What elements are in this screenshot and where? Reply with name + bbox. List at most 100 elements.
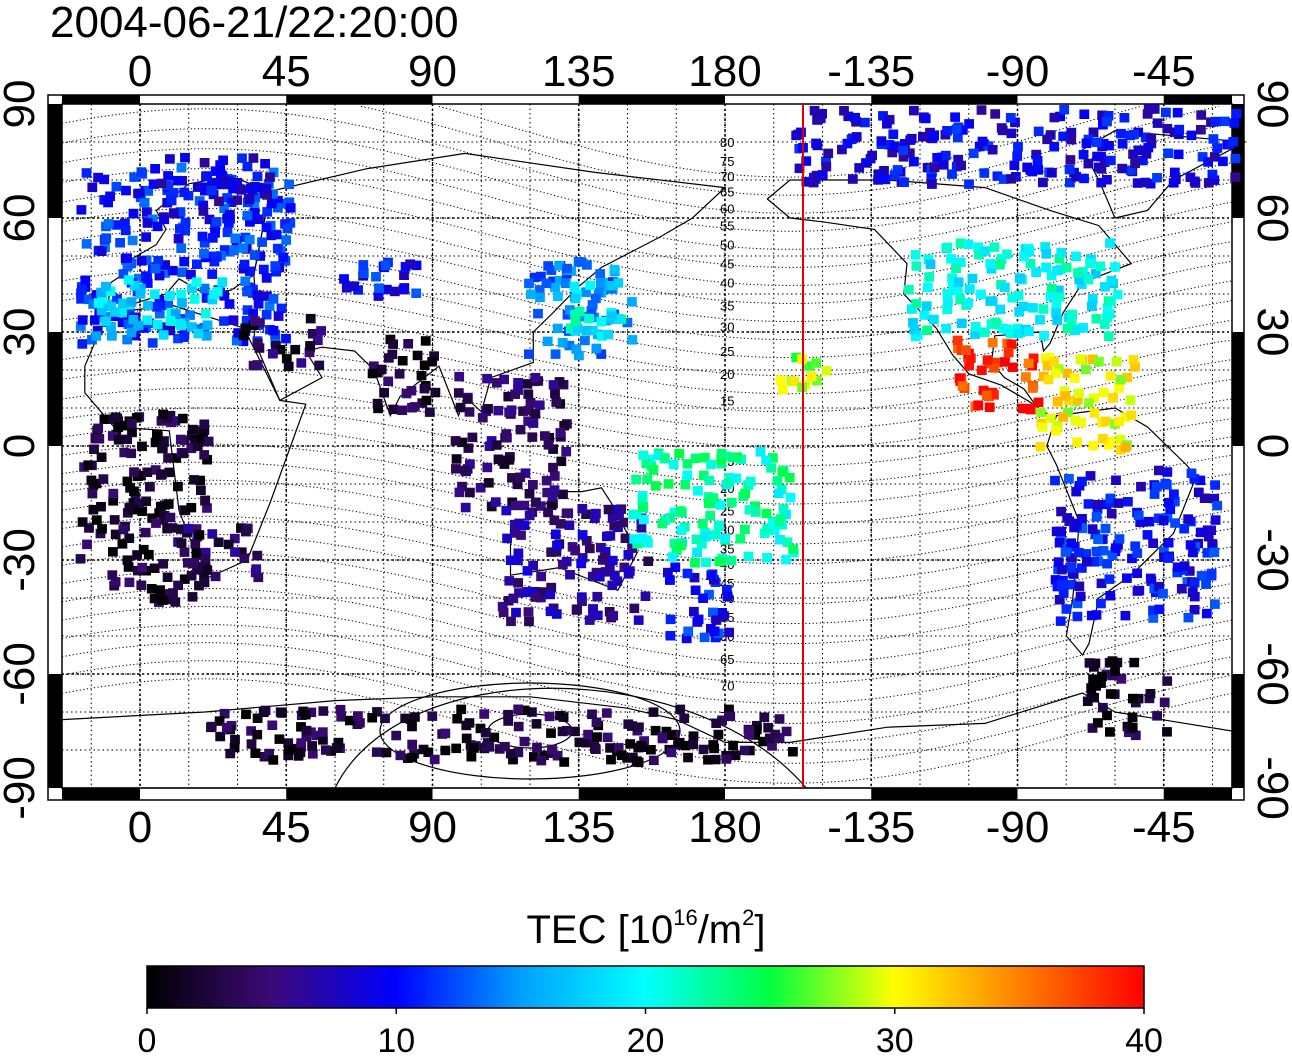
- tec-cell: [91, 478, 102, 489]
- tec-cell: [137, 506, 148, 516]
- tec-cell: [193, 328, 204, 339]
- tec-cell: [246, 739, 257, 749]
- dip-contour: [61, 148, 1233, 250]
- tec-cell: [979, 168, 990, 178]
- tec-cell: [194, 530, 205, 540]
- tec-cell: [1196, 110, 1207, 120]
- tec-cell: [1130, 730, 1141, 741]
- tec-cell: [527, 707, 537, 717]
- tec-cell: [1091, 137, 1102, 147]
- tec-cell: [248, 153, 259, 163]
- tec-cell: [690, 585, 701, 595]
- tec-cell: [1151, 482, 1162, 492]
- tec-cell: [1051, 426, 1061, 436]
- tec-cell: [1059, 386, 1070, 396]
- tec-cell: [1051, 308, 1061, 318]
- tec-cell: [465, 487, 475, 498]
- colorbar-title-prefix: TEC [10: [526, 908, 674, 952]
- tec-cell: [851, 132, 862, 142]
- tec-cell: [879, 166, 889, 176]
- tec-cell: [722, 584, 732, 595]
- tec-cell: [1066, 538, 1076, 548]
- tec-cell: [697, 519, 708, 529]
- tec-region-southern-africa: [173, 523, 264, 583]
- tec-cell: [646, 745, 656, 755]
- tec-cell: [250, 192, 261, 203]
- tec-cell: [1179, 524, 1190, 534]
- tec-cell: [770, 729, 781, 740]
- tec-cell: [380, 260, 391, 271]
- tec-cell: [239, 259, 250, 270]
- tec-cell: [1107, 656, 1118, 666]
- tec-cell: [150, 263, 161, 274]
- tec-cell: [717, 715, 727, 725]
- tec-cell: [669, 507, 680, 518]
- tec-cell: [177, 267, 188, 277]
- tec-cell: [176, 163, 187, 173]
- tec-cell: [1141, 149, 1152, 159]
- tec-cell: [493, 405, 504, 416]
- tec-cell: [584, 313, 594, 324]
- tec-cell: [191, 524, 202, 534]
- tec-cell: [156, 416, 167, 426]
- dip-contour: [61, 168, 1233, 268]
- timestamp-title: 2004-06-21/22:20:00: [50, 0, 459, 47]
- tec-cell: [388, 339, 398, 349]
- tec-cell: [135, 289, 146, 299]
- tec-cell: [1038, 177, 1048, 188]
- tec-cell: [943, 297, 953, 307]
- tec-cell: [552, 751, 563, 761]
- tec-cell: [1088, 440, 1099, 451]
- tec-cell: [1003, 347, 1014, 358]
- tec-cell: [543, 440, 554, 450]
- tec-cell: [1099, 387, 1109, 398]
- tec-cell: [141, 496, 151, 506]
- tec-cell: [173, 481, 183, 492]
- tec-cell: [987, 337, 998, 348]
- tec-cell: [142, 207, 152, 217]
- tec-cell: [108, 547, 118, 557]
- tec-cell: [179, 547, 190, 557]
- tec-cell: [1112, 289, 1123, 300]
- tec-cell: [643, 556, 654, 566]
- tec-cell: [1154, 604, 1165, 615]
- tec-cell: [290, 344, 301, 355]
- tec-cell: [145, 482, 155, 492]
- tec-cell: [964, 119, 974, 129]
- tec-cell: [153, 255, 164, 266]
- tec-cell: [527, 432, 538, 442]
- tec-cell: [536, 271, 546, 282]
- tec-cell: [266, 230, 277, 241]
- tec-cell: [142, 315, 152, 325]
- tec-cell: [1176, 584, 1187, 594]
- tec-cell: [103, 197, 113, 208]
- tec-cell: [1031, 267, 1041, 277]
- tec-cell: [957, 125, 968, 135]
- tec-cell: [665, 631, 676, 641]
- tec-cell: [898, 152, 909, 162]
- tec-cell: [623, 569, 634, 579]
- tec-cell: [618, 517, 629, 528]
- tec-cell: [253, 182, 264, 193]
- x-tick-label-bottom: 45: [262, 803, 311, 852]
- frame-bar-bottom-0: [62, 788, 140, 800]
- tec-cell: [187, 424, 198, 435]
- tec-cell: [1127, 712, 1138, 722]
- tec-cell: [713, 729, 724, 740]
- dip-contour: [61, 587, 1233, 685]
- tec-region-mexico: [952, 335, 1044, 415]
- tec-cell: [778, 384, 788, 395]
- tec-cell: [665, 575, 675, 585]
- tec-cell: [296, 358, 307, 368]
- tec-cell: [515, 472, 526, 482]
- tec-cell: [140, 527, 151, 538]
- tec-cell: [1230, 172, 1241, 182]
- tec-cell: [860, 117, 870, 128]
- tec-cell: [560, 278, 571, 289]
- tec-cell: [585, 280, 595, 291]
- tec-cell: [1013, 323, 1023, 334]
- tec-cell: [781, 509, 791, 520]
- x-tick-label-top: 135: [542, 47, 615, 96]
- tec-cell: [1209, 547, 1220, 558]
